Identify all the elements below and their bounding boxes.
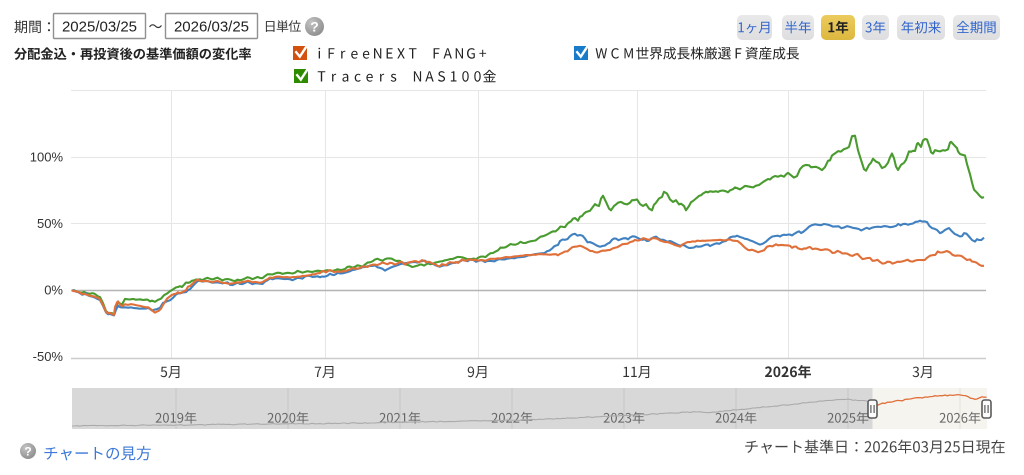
svg-text:0%: 0% <box>44 283 63 298</box>
svg-text:?: ? <box>310 19 319 35</box>
svg-text:100%: 100% <box>30 150 64 165</box>
svg-text:?: ? <box>24 444 31 458</box>
svg-text:2026/03/25: 2026/03/25 <box>174 19 249 36</box>
svg-text:2025/03/25: 2025/03/25 <box>62 19 137 36</box>
svg-text:50%: 50% <box>37 216 63 231</box>
svg-text:-50%: -50% <box>33 349 64 364</box>
